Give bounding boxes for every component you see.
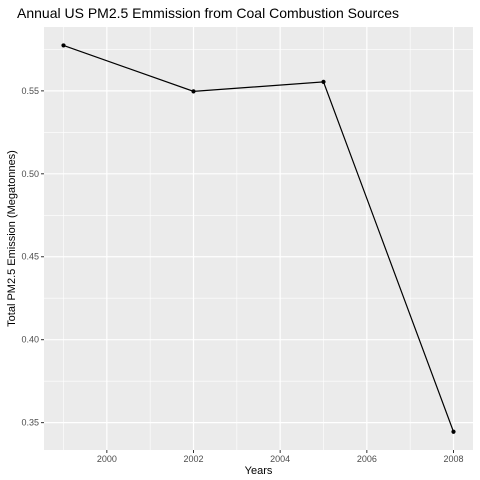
x-axis-title: Years [245,465,273,477]
x-tick-label: 2002 [183,454,203,464]
x-axis-ticks: 2000 2002 2004 2006 2008 [97,450,464,464]
y-tick-label: 0.50 [21,169,39,179]
data-point [61,43,66,48]
chart-title: Annual US PM2.5 Emmission from Coal Comb… [17,5,399,21]
minor-gridlines [44,27,473,450]
y-tick-label: 0.55 [21,86,39,96]
plot-panel [44,27,473,450]
data-point [321,79,326,85]
series-layer [61,43,456,434]
major-gridlines [44,27,473,450]
y-axis-ticks: 0.35 0.40 0.45 0.50 0.55 [21,86,44,428]
x-tick-label: 2006 [357,454,377,464]
x-tick-label: 2000 [97,454,117,464]
y-axis-title: Total PM2.5 Emission (Megatonnes) [6,150,18,327]
y-tick-label: 0.40 [21,335,39,345]
y-tick-label: 0.45 [21,252,39,262]
data-point [451,429,456,434]
series-line [63,44,455,432]
y-tick-label: 0.35 [21,418,39,428]
x-tick-label: 2008 [443,454,463,464]
data-point [191,89,196,94]
x-tick-label: 2004 [270,454,290,464]
